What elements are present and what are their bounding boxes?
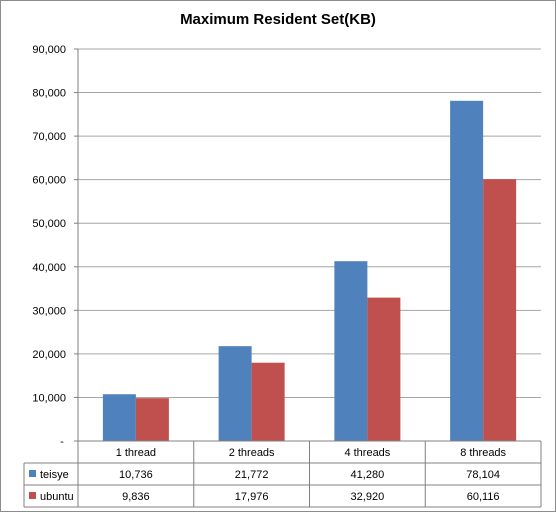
legend-key-ubuntu xyxy=(29,492,36,499)
y-tick-label: 20,000 xyxy=(32,349,66,361)
legend-key-teisye xyxy=(29,470,36,477)
y-tick-label: 70,000 xyxy=(32,131,66,143)
bar-teisye xyxy=(102,394,136,441)
x-tick-label: 8 threads xyxy=(460,447,506,459)
data-label: 17,976 xyxy=(235,491,269,503)
bar-ubuntu xyxy=(483,179,517,441)
data-label: 9,836 xyxy=(122,491,150,503)
y-tick-label: 10,000 xyxy=(32,392,66,404)
bar-teisye xyxy=(218,346,252,441)
y-tick-label: 40,000 xyxy=(32,262,66,274)
y-tick-label: - xyxy=(60,436,64,448)
bar-teisye xyxy=(450,100,484,441)
bar-ubuntu xyxy=(251,362,285,441)
bar-ubuntu xyxy=(367,297,401,441)
legend-label: teisye xyxy=(40,469,69,481)
x-tick-label: 4 threads xyxy=(344,447,390,459)
y-tick-label: 60,000 xyxy=(32,175,66,187)
data-label: 32,920 xyxy=(351,491,385,503)
x-tick-label: 1 thread xyxy=(116,447,156,459)
bar-ubuntu xyxy=(135,398,169,441)
y-tick-label: 90,000 xyxy=(32,44,66,56)
data-label: 21,772 xyxy=(235,469,269,481)
bar-teisye xyxy=(334,261,368,441)
data-label: 10,736 xyxy=(119,469,153,481)
data-label: 78,104 xyxy=(466,469,500,481)
y-tick-label: 80,000 xyxy=(32,88,66,100)
chart-title: Maximum Resident Set(KB) xyxy=(180,11,376,28)
data-label: 41,280 xyxy=(351,469,385,481)
y-tick-label: 50,000 xyxy=(32,218,66,230)
data-label: 60,116 xyxy=(467,491,500,503)
legend-label: ubuntu xyxy=(40,491,74,503)
y-tick-label: 30,000 xyxy=(32,305,66,317)
x-tick-label: 2 threads xyxy=(229,447,275,459)
